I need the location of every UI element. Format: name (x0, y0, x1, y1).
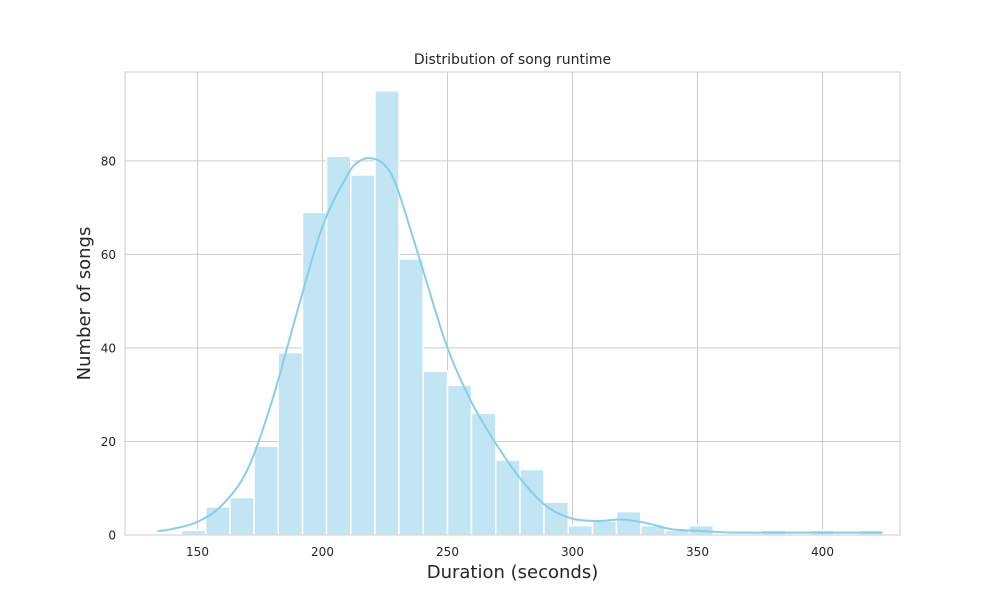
y-tick-label: 80 (101, 154, 116, 168)
x-tick-label: 300 (561, 545, 584, 559)
kde-layer (157, 157, 883, 534)
y-tick-label: 40 (101, 341, 116, 355)
histogram-bar (253, 445, 279, 536)
histogram-bar (277, 351, 304, 536)
histogram-bar (591, 520, 618, 536)
y-tick-label: 20 (101, 435, 116, 449)
histogram-bar (301, 211, 328, 536)
histogram-bar (567, 524, 594, 536)
y-axis-label: Number of songs (74, 227, 95, 381)
x-tick-label: 400 (811, 545, 834, 559)
chart-title: Distribution of song runtime (414, 52, 611, 68)
y-tick-label: 0 (108, 529, 116, 543)
axes-frame (124, 71, 901, 536)
ticks-layer: 150 200 250 300 350 400 0 20 40 60 80 (101, 154, 834, 559)
y-tick-label: 60 (101, 248, 116, 262)
kde-curve (157, 157, 883, 534)
histogram-bar (180, 529, 207, 536)
x-tick-label: 250 (436, 545, 459, 559)
histogram-bar (495, 459, 521, 536)
histogram-bar (350, 174, 376, 536)
histogram-bar (205, 506, 231, 536)
histogram-bar (446, 384, 473, 536)
histogram-bar (470, 412, 497, 536)
histogram-bar (229, 496, 255, 536)
histogram-bar (422, 370, 449, 536)
x-axis-label: Duration (seconds) (427, 562, 599, 583)
histogram-bar (325, 155, 352, 536)
histogram-bar (519, 468, 545, 536)
histogram-bar (374, 89, 400, 536)
histogram-bar (615, 510, 642, 536)
x-tick-label: 200 (311, 545, 334, 559)
x-tick-label: 150 (186, 545, 209, 559)
x-tick-label: 350 (686, 545, 709, 559)
bars-layer (180, 89, 884, 536)
histogram-bar (398, 258, 424, 536)
